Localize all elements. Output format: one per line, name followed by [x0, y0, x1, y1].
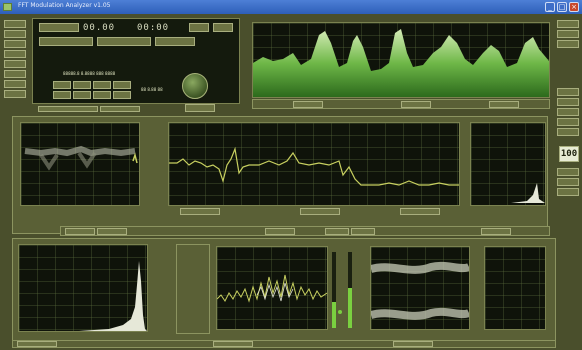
toolbar-button-2[interactable]: [97, 228, 127, 235]
preset-button-3[interactable]: [93, 81, 111, 89]
status-text: 88888.8 8.8888 888 8888: [63, 71, 116, 76]
right-button-2[interactable]: [557, 30, 579, 38]
preset-button-5[interactable]: [53, 91, 71, 99]
mode-button[interactable]: [39, 23, 79, 32]
right-button-8[interactable]: [557, 128, 579, 136]
waveform-display[interactable]: [168, 122, 460, 206]
bottom-button-3[interactable]: [393, 341, 433, 347]
title-bar[interactable]: FFT Modulation Analyzer v1.05 _ □ ×: [0, 0, 582, 14]
spectrum-button-3[interactable]: [489, 101, 519, 108]
right-button-7[interactable]: [557, 118, 579, 126]
right-button-9[interactable]: [557, 168, 579, 176]
toolbar-button-5[interactable]: [351, 228, 375, 235]
preset-button-8[interactable]: [113, 91, 131, 99]
readout-digits-1: 00.00: [83, 23, 116, 33]
right-button-5[interactable]: [557, 98, 579, 106]
histogram-curve: [79, 261, 147, 331]
top-panel-footer-button-2[interactable]: [100, 106, 140, 112]
right-button-3[interactable]: [557, 40, 579, 48]
waveform-button-1[interactable]: [180, 208, 220, 215]
waveform-graph: [169, 146, 459, 186]
range-button[interactable]: [213, 23, 233, 32]
constellation-graph: [24, 145, 138, 171]
right-button-1[interactable]: [557, 20, 579, 28]
filter-select[interactable]: [97, 37, 151, 46]
eye-band-bottom: [371, 307, 469, 320]
small-spectrum-graph: [511, 183, 545, 203]
right-value-display: 100: [559, 146, 579, 162]
spectrum-fill: [253, 29, 549, 97]
right-button-4[interactable]: [557, 88, 579, 96]
left-button-1[interactable]: [4, 20, 26, 28]
small-spectrum-peak: [511, 183, 545, 203]
toolbar-button-1[interactable]: [65, 228, 95, 235]
left-button-3[interactable]: [4, 40, 26, 48]
small-spectrum-display[interactable]: [470, 122, 546, 206]
close-button[interactable]: ×: [569, 2, 579, 12]
preset-button-1[interactable]: [53, 81, 71, 89]
right-button-11[interactable]: [557, 188, 579, 196]
top-panel-footer-button-1[interactable]: [38, 106, 98, 112]
bottom-button-2[interactable]: [213, 341, 253, 347]
spectrum-button-1[interactable]: [293, 101, 323, 108]
led-indicator-icon: [338, 310, 342, 314]
readout-digits-2: 00:00: [137, 23, 170, 33]
noise-graph: [217, 274, 327, 303]
middle-toolbar: [60, 226, 550, 236]
left-button-5[interactable]: [4, 60, 26, 68]
level-meter-left: [332, 252, 336, 328]
top-control-panel: 00.00 00:00 88888.8 8.8888 888 8888 88 8…: [32, 18, 240, 104]
maximize-button[interactable]: □: [557, 2, 567, 12]
numeric-readout-column: [176, 244, 210, 334]
spectrum-graph: [253, 29, 549, 97]
minimize-button[interactable]: _: [545, 2, 555, 12]
toolbar-button-4[interactable]: [325, 228, 349, 235]
bottom-toolbar: [12, 340, 556, 348]
spectrum-toolbar: [252, 99, 550, 109]
preset-button-2[interactable]: [73, 81, 91, 89]
eye-band-top: [371, 261, 469, 274]
left-button-8[interactable]: [4, 90, 26, 98]
waveform-button-2[interactable]: [300, 208, 340, 215]
eye-diagram-display[interactable]: [370, 246, 470, 330]
constellation-band-dark: [39, 151, 97, 171]
knob-icon[interactable]: [182, 73, 208, 99]
left-button-7[interactable]: [4, 80, 26, 88]
toolbar-button-3[interactable]: [265, 228, 295, 235]
trigger-select[interactable]: [155, 37, 195, 46]
preset-button-7[interactable]: [93, 91, 111, 99]
unit-button[interactable]: [189, 23, 209, 32]
input-select[interactable]: [39, 37, 93, 46]
constellation-band: [24, 145, 136, 157]
waveform-trace: [169, 146, 459, 186]
spectrum-display[interactable]: [252, 22, 550, 98]
knob-label-button[interactable]: [185, 104, 215, 112]
level-meter-right: [348, 252, 352, 328]
window-title: FFT Modulation Analyzer v1.05: [18, 2, 111, 9]
constellation-marker: [132, 152, 138, 164]
preset-button-4[interactable]: [113, 81, 131, 89]
left-button-4[interactable]: [4, 50, 26, 58]
waveform-button-3[interactable]: [400, 208, 440, 215]
noise-trace: [217, 274, 327, 303]
histogram-display[interactable]: [18, 244, 148, 332]
left-button-6[interactable]: [4, 70, 26, 78]
spectrum-button-2[interactable]: [401, 101, 431, 108]
toolbar-button-6[interactable]: [481, 228, 511, 235]
right-button-6[interactable]: [557, 108, 579, 116]
left-button-2[interactable]: [4, 30, 26, 38]
eye-diagram-graph: [371, 261, 469, 320]
bottom-button-1[interactable]: [17, 341, 57, 347]
histogram-graph: [79, 261, 147, 331]
app-icon: [3, 3, 12, 11]
preset-button-6[interactable]: [73, 91, 91, 99]
right-button-10[interactable]: [557, 178, 579, 186]
small-bottom-display[interactable]: [484, 246, 546, 330]
panel-caption: 88 8.88 88: [141, 87, 163, 92]
noise-trace-white: [256, 282, 294, 302]
constellation-display[interactable]: [20, 122, 140, 206]
noise-display[interactable]: [216, 246, 328, 330]
